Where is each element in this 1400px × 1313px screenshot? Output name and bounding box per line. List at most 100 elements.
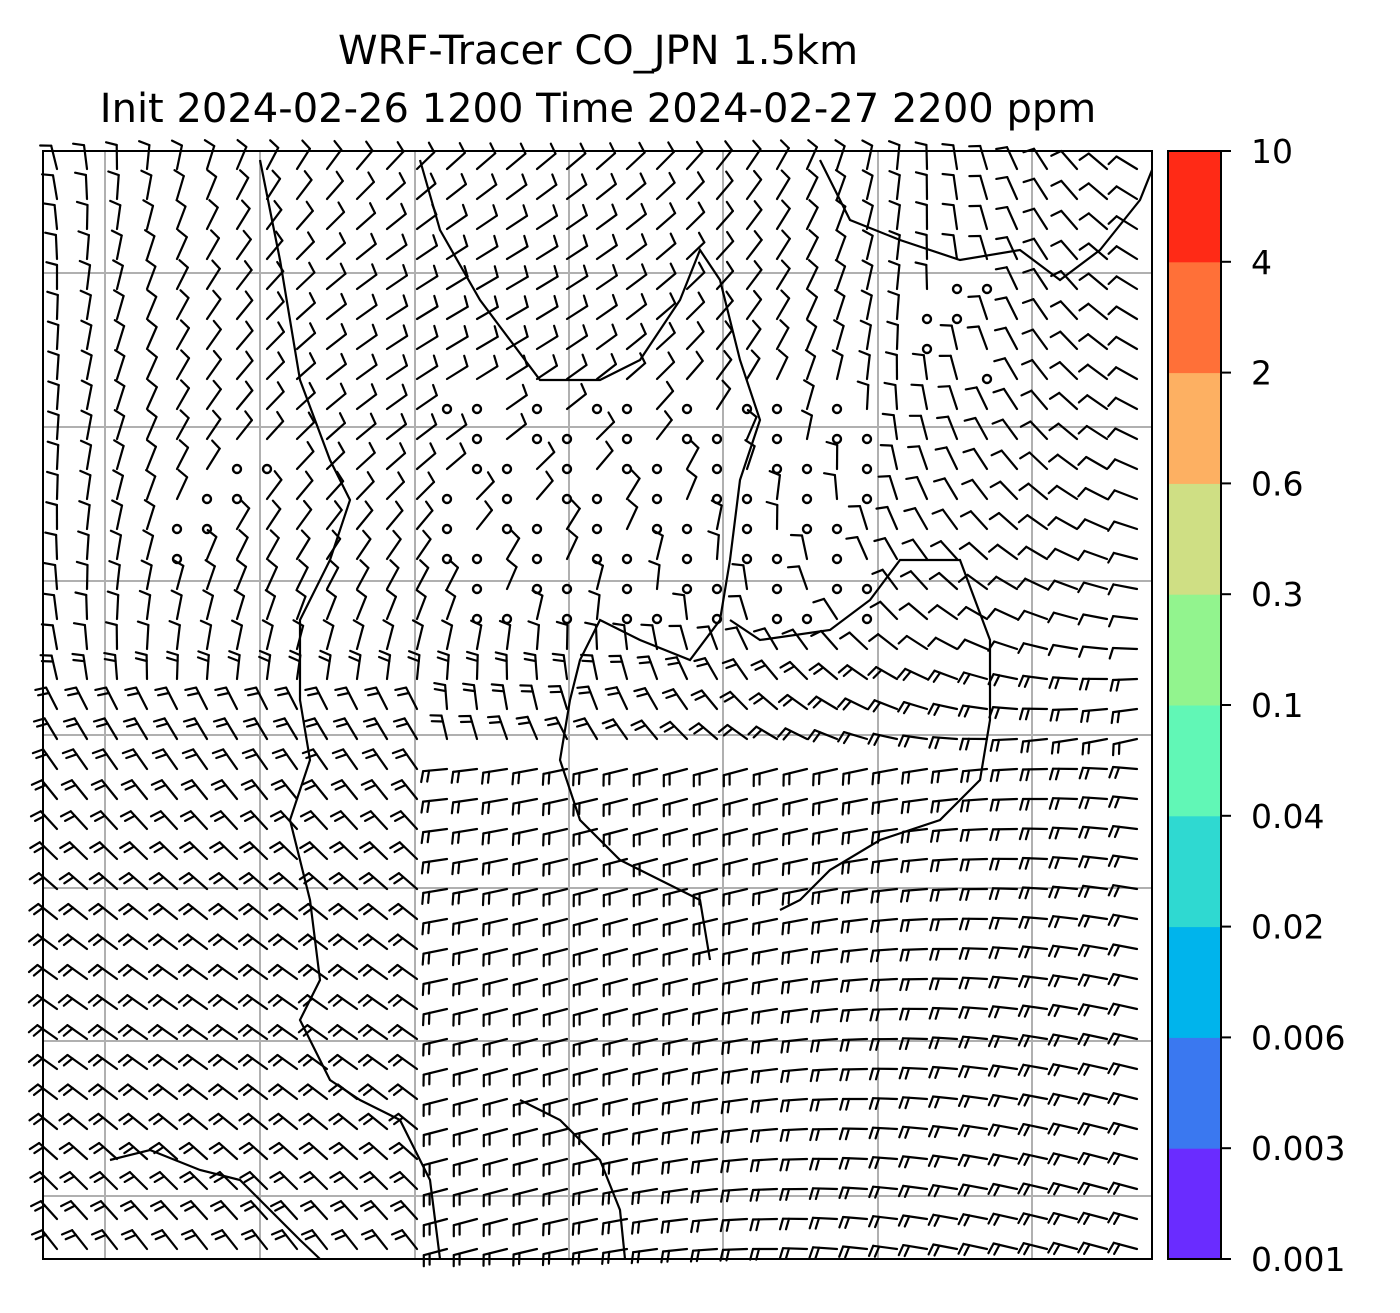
wind-barb: [385, 172, 406, 201]
wind-barb: [1017, 1242, 1049, 1256]
wind-barb: [987, 1242, 1019, 1256]
wind-barb: [898, 1066, 929, 1080]
wind-barb: [883, 381, 899, 411]
wind-barb: [869, 600, 899, 621]
wind-barb: [630, 1247, 659, 1265]
wind-barb: [840, 887, 869, 905]
wind-barb: [355, 529, 372, 561]
wind-barb: [235, 169, 250, 201]
wind-barb: [745, 139, 762, 171]
wind-barb: [809, 1037, 839, 1053]
wind-barb: [359, 841, 389, 861]
wind-barb: [27, 1024, 59, 1041]
colorbar-segment: [1168, 1148, 1221, 1260]
wind-barb: [692, 857, 719, 878]
wind-barb: [214, 686, 239, 711]
wind-barb: [450, 797, 479, 815]
wind-barb: [887, 290, 900, 321]
wind-barb: [535, 441, 556, 471]
wind-barb: [46, 440, 60, 471]
wind-barb: [1022, 207, 1049, 231]
wind-barb: [868, 1185, 899, 1199]
wind-barb: [781, 947, 809, 966]
wind-barb: [884, 351, 899, 381]
wind-barb: [749, 1187, 779, 1202]
wind-barb: [481, 827, 509, 846]
wind-barb: [179, 841, 209, 861]
wind-barb: [897, 634, 929, 651]
wind-barb: [388, 872, 419, 891]
wind-barb: [898, 1155, 929, 1169]
wind-barb: [388, 902, 419, 921]
wind-barb: [535, 142, 557, 171]
wind-barb: [928, 1036, 959, 1050]
wind-barb: [805, 199, 819, 231]
wind-barb: [632, 947, 659, 968]
wind-barb: [1048, 676, 1079, 690]
wind-barb: [691, 1037, 719, 1056]
wind-barb: [327, 994, 359, 1011]
wind-barb: [957, 605, 989, 621]
wind-barb: [825, 440, 839, 471]
wind-barb: [632, 797, 659, 818]
wind-barb: [811, 857, 839, 876]
wind-barb: [512, 1217, 539, 1237]
calm-circle: [831, 433, 843, 445]
wind-barb: [481, 857, 509, 876]
wind-barb: [1077, 1151, 1109, 1166]
wind-barb: [958, 541, 989, 561]
wind-barb: [724, 626, 749, 651]
wind-barb: [929, 917, 959, 932]
wind-barb: [941, 172, 959, 201]
wind-barb: [138, 589, 152, 621]
wind-barb: [535, 173, 558, 201]
calm-circle: [501, 463, 513, 475]
wind-barb: [861, 139, 874, 171]
wind-barb: [42, 202, 59, 231]
wind-barb: [179, 810, 209, 831]
map-panel: [27, 139, 1154, 1268]
wind-barb: [838, 1215, 869, 1230]
wind-barb: [1049, 361, 1079, 381]
wind-barb: [1017, 1152, 1049, 1167]
wind-barb: [118, 902, 149, 921]
wind-barb: [268, 902, 299, 921]
wind-barb: [929, 947, 959, 961]
wind-barb: [267, 1024, 299, 1041]
wind-barb: [482, 1037, 509, 1058]
wind-barb: [604, 686, 629, 711]
wind-barb: [299, 810, 329, 831]
wind-barb: [780, 977, 809, 995]
calm-circle: [711, 493, 723, 505]
calm-circle: [981, 373, 993, 385]
wind-barb: [808, 1216, 839, 1230]
wind-barb: [505, 295, 529, 321]
wind-barb: [415, 529, 432, 561]
wind-barb: [722, 887, 749, 907]
wind-barb: [325, 470, 345, 501]
wind-barb: [512, 1097, 539, 1118]
wind-barb: [445, 265, 469, 291]
wind-barb: [957, 1065, 989, 1079]
wind-barb: [238, 1141, 269, 1161]
wind-barb: [173, 169, 185, 201]
wind-barb: [1017, 974, 1049, 989]
calm-circle: [741, 523, 753, 535]
wind-barb: [861, 169, 874, 201]
calm-circle: [501, 613, 513, 625]
wind-barb: [958, 737, 989, 751]
wind-barb: [145, 319, 158, 351]
wind-barb: [117, 933, 149, 951]
wind-barb: [355, 559, 370, 591]
wind-barb: [511, 797, 539, 816]
wind-barb: [775, 199, 791, 231]
wind-barb: [957, 573, 989, 591]
calm-circle: [681, 403, 693, 415]
wind-barb: [239, 810, 269, 831]
calm-circle: [591, 493, 603, 505]
wind-barb: [519, 684, 539, 711]
wind-barb: [88, 872, 119, 891]
wind-barb: [898, 1037, 929, 1051]
wind-barb: [715, 200, 735, 231]
wind-barb: [987, 1182, 1019, 1197]
